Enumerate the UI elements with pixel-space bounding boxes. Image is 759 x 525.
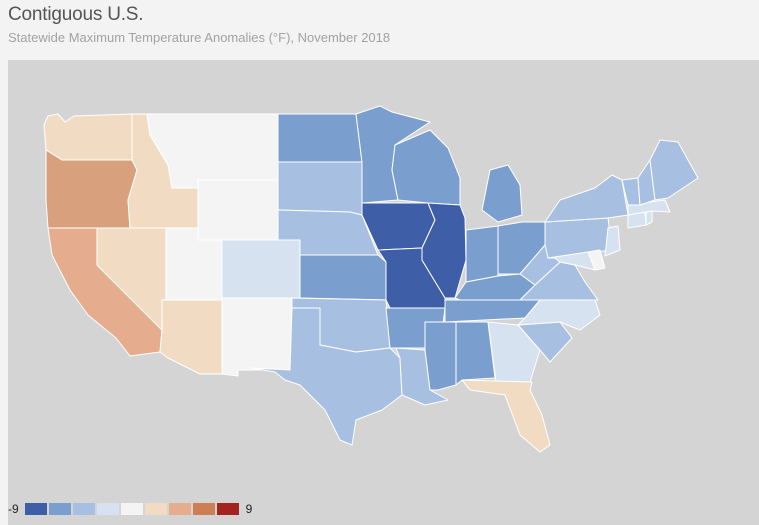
state-south-dakota bbox=[277, 161, 363, 216]
legend-swatch bbox=[96, 503, 119, 515]
legend-swatch bbox=[216, 503, 239, 515]
state-michigan bbox=[481, 164, 523, 223]
state-new-york bbox=[544, 174, 629, 223]
legend-swatch bbox=[192, 503, 215, 515]
state-maine bbox=[649, 139, 699, 201]
chart-header: Contiguous U.S. Statewide Maximum Temper… bbox=[8, 4, 390, 45]
state-alabama bbox=[455, 321, 496, 386]
legend-swatch bbox=[168, 503, 191, 515]
state-illinois bbox=[421, 202, 467, 299]
state-texas bbox=[251, 307, 403, 446]
state-pennsylvania bbox=[544, 217, 613, 259]
state-wyoming bbox=[197, 179, 279, 241]
state-arizona bbox=[159, 299, 223, 375]
state-kansas bbox=[299, 254, 387, 301]
state-new-jersey bbox=[604, 225, 621, 257]
state-indiana bbox=[465, 225, 499, 283]
legend-swatch bbox=[48, 503, 71, 515]
legend-swatch bbox=[120, 503, 143, 515]
state-delaware bbox=[587, 249, 606, 271]
legend-min-label: -9 bbox=[8, 502, 19, 516]
map-panel bbox=[8, 60, 759, 525]
color-legend: -9 9 bbox=[8, 502, 252, 516]
state-colorado bbox=[221, 239, 301, 299]
state-wisconsin bbox=[391, 129, 461, 206]
legend-max-label: 9 bbox=[245, 502, 253, 516]
state-mississippi bbox=[424, 321, 457, 391]
page-subtitle: Statewide Maximum Temperature Anomalies … bbox=[8, 30, 391, 45]
legend-swatch bbox=[144, 503, 167, 515]
state-florida bbox=[461, 379, 551, 453]
page-title: Contiguous U.S. bbox=[8, 4, 144, 25]
us-states-map bbox=[43, 105, 699, 453]
state-georgia bbox=[487, 321, 541, 383]
state-washington bbox=[43, 113, 133, 161]
state-north-dakota bbox=[277, 113, 363, 163]
state-rhode-island bbox=[645, 210, 653, 226]
state-oregon bbox=[45, 149, 138, 229]
legend-swatch bbox=[72, 503, 95, 515]
state-new-mexico bbox=[221, 297, 293, 377]
legend-swatch bbox=[24, 503, 47, 515]
